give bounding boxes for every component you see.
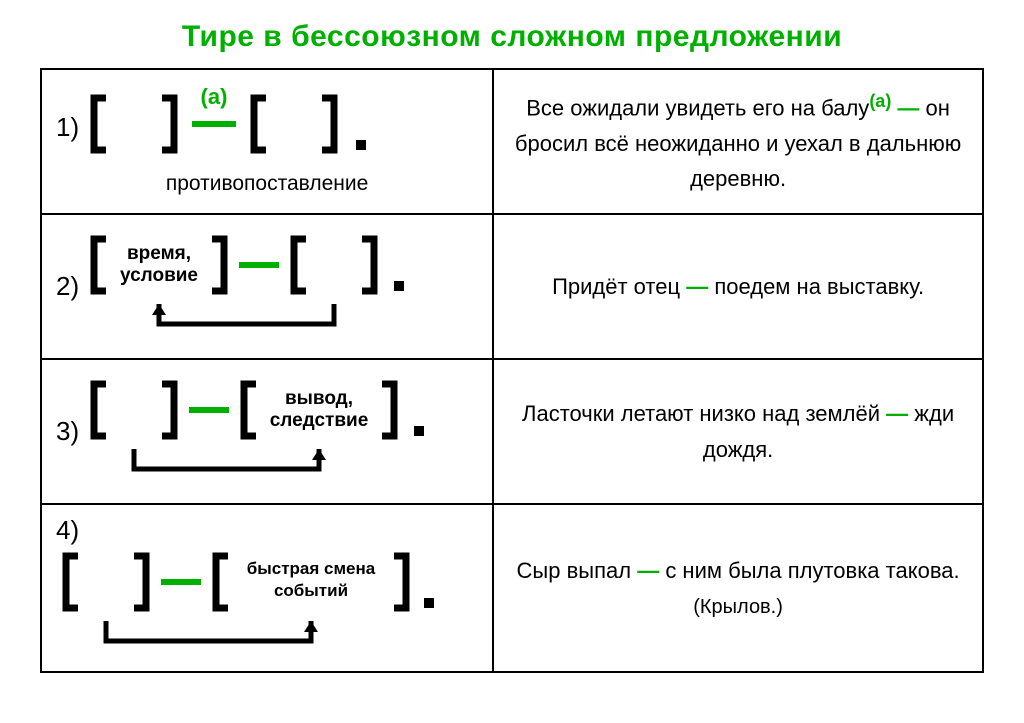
scheme-3: вывод, следствие xyxy=(84,374,474,489)
table-row: 3) вывод, следствие Ласточки лета xyxy=(41,359,983,504)
annotation-a: (а) xyxy=(200,88,227,109)
scheme-4: быстрая смена событий xyxy=(56,546,476,661)
example-text: Сыр выпал xyxy=(517,558,632,583)
row-number: 1) xyxy=(56,112,79,143)
dash-icon: — xyxy=(880,401,914,426)
example-author: (Крылов.) xyxy=(508,591,968,623)
example-cell-4: Сыр выпал — с ним была плутовка такова. … xyxy=(493,504,983,672)
example-text: Ласточки летают низко над землёй xyxy=(522,401,880,426)
svg-text:следствие: следствие xyxy=(269,410,368,431)
scheme-cell-4: 4) быстрая смена событий xyxy=(41,504,493,672)
example-text: с ним была плутовка такова. xyxy=(665,558,959,583)
example-sup: (а) xyxy=(869,91,891,111)
scheme-cell-1: 1) (а) противопоставление xyxy=(41,69,493,214)
example-cell-2: Придёт отец — поедем на выставку. xyxy=(493,214,983,359)
svg-text:время,: время, xyxy=(127,243,191,264)
svg-text:вывод,: вывод, xyxy=(285,388,353,409)
table-row: 4) быстрая смена событий Сыр выпа xyxy=(41,504,983,672)
rules-table: 1) (а) противопоставление Все ожидали ув… xyxy=(40,68,984,673)
row-number: 2) xyxy=(56,271,79,302)
example-text: Придёт отец xyxy=(552,274,680,299)
table-row: 2) время, условие Придёт отец — п xyxy=(41,214,983,359)
example-cell-3: Ласточки летают низко над землёй — жди д… xyxy=(493,359,983,504)
dash-icon: — xyxy=(891,95,925,120)
scheme-2: время, условие xyxy=(84,229,454,344)
example-text: поедем на выставку. xyxy=(714,274,924,299)
dash-icon: — xyxy=(680,274,714,299)
dash-icon: — xyxy=(631,558,665,583)
table-row: 1) (а) противопоставление Все ожидали ув… xyxy=(41,69,983,214)
example-text: Все ожидали увидеть его на балу xyxy=(526,95,869,120)
page-title: Тире в бессоюзном сложном предложении xyxy=(40,20,984,54)
svg-text:условие: условие xyxy=(120,265,198,286)
scheme-cell-2: 2) время, условие xyxy=(41,214,493,359)
svg-text:событий: событий xyxy=(274,581,348,600)
row-number: 3) xyxy=(56,416,79,447)
scheme-caption: противопоставление xyxy=(56,172,478,196)
row-number: 4) xyxy=(56,515,79,546)
svg-text:быстрая смена: быстрая смена xyxy=(247,559,376,578)
example-cell-1: Все ожидали увидеть его на балу(а) — он … xyxy=(493,69,983,214)
scheme-cell-3: 3) вывод, следствие xyxy=(41,359,493,504)
scheme-1: (а) xyxy=(84,88,424,168)
